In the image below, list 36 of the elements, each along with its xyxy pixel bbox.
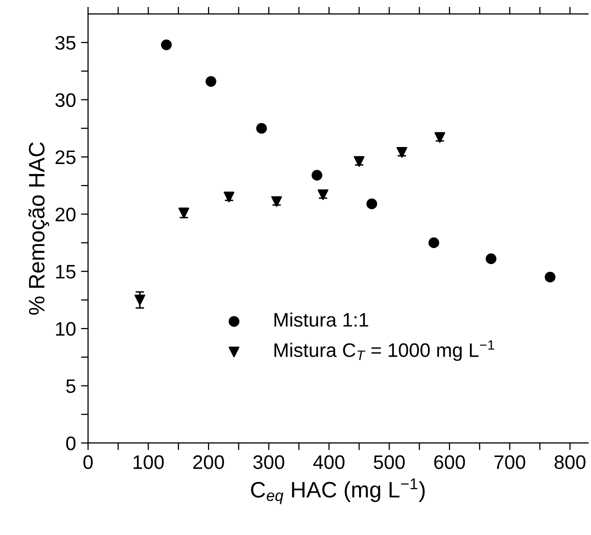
legend-label: Mistura C$_{T}$ = 1000 mg L$^{−1}$ [274,340,494,361]
legend-label: Mistura 1:1 [274,312,368,327]
point [486,253,496,264]
point [134,294,146,306]
x-tick-label: 300 [253,455,284,470]
point [396,147,408,158]
y-axis-title: % Remoção HAC [28,142,50,315]
point [366,198,378,210]
x-tick-label: 0 [83,455,93,470]
x-tick-label: 600 [434,455,465,470]
point [428,237,440,248]
y-tick-label: 5 [66,379,76,394]
x-tick-label: 800 [554,455,586,470]
x-tick-label: 400 [313,455,344,470]
x-tick-label: 100 [134,455,164,470]
x-axis-title: C$_{eq}$ HAC (mg L$^{−1}$) [251,478,425,504]
x-tick-label: 500 [374,455,405,470]
x-tick-label: 700 [494,455,526,470]
point [318,189,328,200]
point [256,122,267,134]
point [161,39,172,50]
y-tick-label: 15 [56,265,76,279]
y-tick-label: 25 [56,150,76,164]
y-tick-label: 10 [56,322,76,336]
point [224,192,234,202]
x-tick-label: 200 [193,455,224,470]
point [544,272,556,282]
y-tick-label: 0 [66,436,76,450]
point [434,132,446,143]
y-tick-label: 30 [55,93,76,107]
point [206,76,216,87]
point [354,156,364,167]
y-tick-label: 35 [55,36,76,50]
y-tick-label: 20 [56,208,76,222]
point [271,196,282,207]
point [312,170,322,181]
